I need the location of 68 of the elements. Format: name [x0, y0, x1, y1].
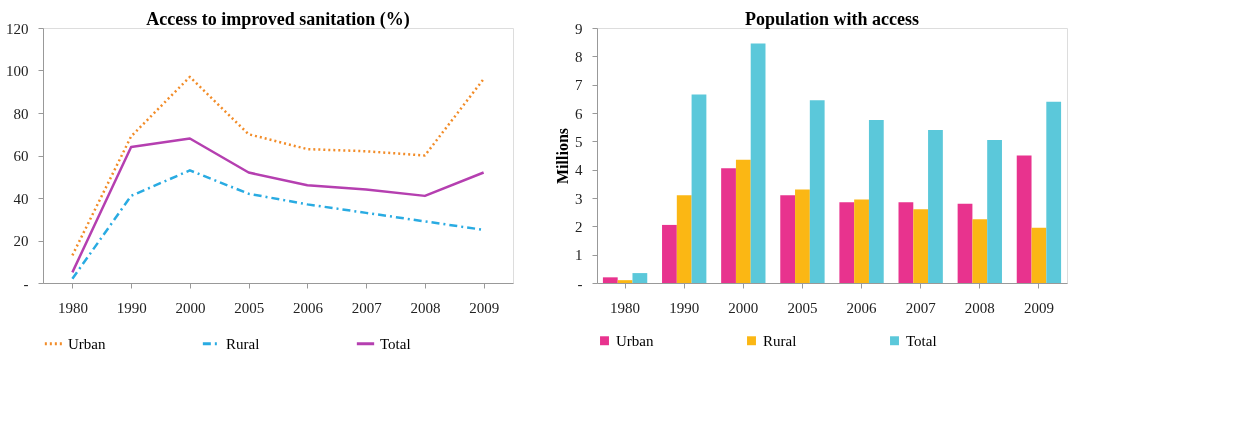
y-tick-label: 8	[575, 48, 583, 65]
bar	[750, 43, 766, 283]
x-tick-label: 2000	[175, 299, 206, 316]
y-tick-label: 20	[13, 233, 29, 249]
bar	[1046, 101, 1062, 283]
y-axis-title: Millions	[554, 127, 571, 185]
bar	[735, 159, 751, 283]
y-tick-label: 6	[575, 105, 583, 122]
y-tick-label: 3	[575, 190, 583, 207]
bar	[632, 273, 648, 283]
bar	[617, 280, 633, 283]
legend-label: Urban	[616, 332, 654, 349]
y-tick-label: 9	[575, 20, 583, 37]
bar	[1031, 227, 1047, 283]
x-tick-label: 1990	[116, 299, 147, 316]
x-tick-label: 2005	[787, 299, 818, 316]
bar	[957, 203, 973, 283]
bar	[795, 189, 810, 283]
bar	[913, 209, 929, 283]
legend-label: Rural	[226, 335, 260, 352]
y-tick-label: -	[23, 275, 29, 292]
bar	[602, 277, 618, 283]
bar	[780, 195, 796, 283]
y-tick-label: 100	[6, 63, 29, 79]
x-tick-label: 2006	[846, 299, 878, 316]
line-series	[71, 137, 485, 274]
x-tick-label: 1980	[610, 299, 641, 316]
x-tick-label: 2008	[964, 299, 995, 316]
y-tick-label: 120	[6, 20, 29, 37]
y-tick-label: 1	[575, 247, 583, 264]
x-tick-label: 2009	[1023, 299, 1054, 316]
line-series	[71, 75, 485, 257]
x-tick-label: 2008	[410, 299, 441, 316]
x-tick-label: 1990	[669, 299, 700, 316]
legend-label: Total	[906, 332, 937, 349]
bar	[854, 199, 869, 283]
y-tick-label: 7	[575, 77, 583, 94]
chart-title: Access to improved sanitation (%)	[146, 9, 410, 30]
x-tick-label: 1980	[57, 299, 88, 316]
bar	[809, 100, 825, 283]
legend-label: Rural	[763, 332, 797, 349]
y-tick-label: 2	[575, 218, 583, 235]
x-tick-label: 2000	[728, 299, 759, 316]
legend-label: Total	[380, 335, 411, 352]
bar	[972, 219, 988, 283]
y-tick-label: 80	[13, 105, 29, 122]
bar	[691, 94, 707, 283]
bar	[662, 224, 677, 283]
y-tick-label: 5	[575, 133, 583, 150]
bar	[868, 120, 884, 283]
bar	[928, 130, 943, 283]
legend-label: Urban	[68, 335, 106, 352]
chart-title: Population with access	[744, 9, 920, 29]
y-tick-label: 60	[13, 148, 29, 164]
y-tick-label: 40	[13, 190, 29, 207]
bar	[898, 202, 914, 283]
bar	[721, 168, 736, 283]
x-tick-label: 2007	[351, 299, 383, 316]
y-tick-label: -	[577, 275, 583, 292]
bar	[987, 139, 1002, 283]
x-tick-label: 2005	[234, 299, 265, 316]
y-tick-label: 4	[575, 162, 583, 179]
bar	[1016, 155, 1032, 283]
x-tick-label: 2007	[905, 299, 937, 316]
x-tick-label: 2006	[292, 299, 324, 316]
bar	[676, 195, 692, 283]
bar	[839, 202, 855, 283]
x-tick-label: 2009	[469, 299, 500, 316]
